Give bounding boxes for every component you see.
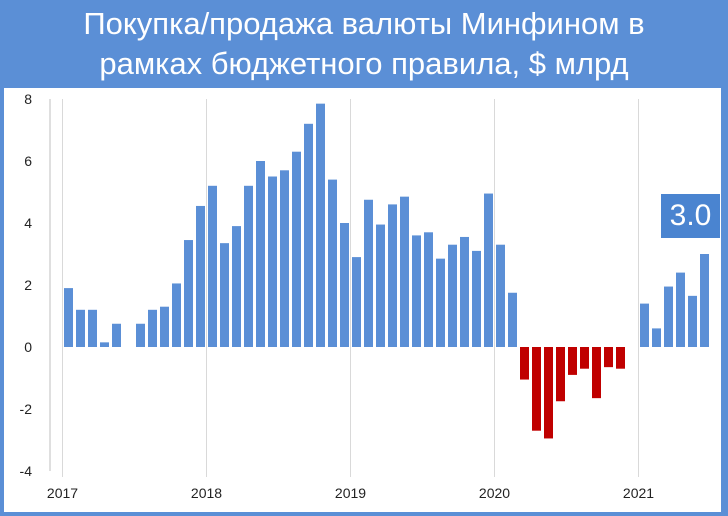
bar-2021-02 xyxy=(652,328,661,347)
x-tick-label: 2019 xyxy=(335,485,366,501)
bar-2017-04 xyxy=(100,342,109,347)
y-tick-label: 4 xyxy=(24,215,32,231)
bar-2021-06 xyxy=(700,254,709,347)
bar-2019-01 xyxy=(352,257,361,347)
bar-2018-05 xyxy=(256,161,265,347)
bar-2020-08 xyxy=(580,347,589,369)
y-tick-label: 2 xyxy=(24,277,32,293)
bar-2017-12 xyxy=(196,205,205,347)
bar-2019-05 xyxy=(400,196,409,347)
bar-2017-10 xyxy=(172,283,181,347)
bar-2018-06 xyxy=(268,176,277,347)
bar-2020-01 xyxy=(496,244,505,347)
bar-2017-05 xyxy=(112,323,121,347)
bar-2020-04 xyxy=(532,347,541,431)
last-value-badge: 3.0 xyxy=(661,194,720,238)
bar-2017-07 xyxy=(136,323,145,347)
bar-2017-01 xyxy=(64,288,73,347)
bar-2017-02 xyxy=(76,309,85,347)
bar-2019-09 xyxy=(448,244,457,347)
bar-2021-04 xyxy=(676,272,685,347)
bar-2021-05 xyxy=(688,295,697,347)
plot-panel xyxy=(4,88,721,512)
bar-2019-11 xyxy=(472,250,481,347)
bar-2020-06 xyxy=(556,347,565,402)
chart-title-line-2: рамках бюджетного правила, $ млрд xyxy=(99,46,629,81)
y-tick-label: -4 xyxy=(20,463,33,479)
bar-2018-04 xyxy=(244,185,253,347)
bar-2018-03 xyxy=(232,226,241,347)
y-tick-label: 6 xyxy=(24,153,32,169)
bar-2020-07 xyxy=(568,347,577,375)
bar-2017-08 xyxy=(148,309,157,347)
bar-2020-03 xyxy=(520,347,529,380)
y-tick-label: 8 xyxy=(24,91,32,107)
bar-2020-10 xyxy=(604,347,613,368)
bar-2017-03 xyxy=(88,309,97,347)
bar-2020-02 xyxy=(508,292,517,347)
bar-2017-11 xyxy=(184,240,193,347)
bar-2018-09 xyxy=(304,123,313,347)
bar-2020-11 xyxy=(616,347,625,369)
x-tick-label: 2021 xyxy=(623,485,654,501)
bar-2018-08 xyxy=(292,151,301,347)
bar-2019-04 xyxy=(388,204,397,347)
bar-2018-07 xyxy=(280,170,289,347)
bar-2018-11 xyxy=(328,179,337,347)
chart-title: Покупка/продажа валюты Минфином в рамках… xyxy=(0,0,728,88)
bar-2018-02 xyxy=(220,243,229,347)
bar-2018-01 xyxy=(208,185,217,347)
chart-title-line-1: Покупка/продажа валюты Минфином в xyxy=(83,6,645,41)
x-tick-label: 2017 xyxy=(47,485,78,501)
bar-2019-10 xyxy=(460,236,469,347)
bar-2019-02 xyxy=(364,199,373,347)
bar-2020-05 xyxy=(544,347,553,439)
bar-2020-09 xyxy=(592,347,601,399)
x-tick-label: 2020 xyxy=(479,485,510,501)
bar-2019-08 xyxy=(436,258,445,347)
bar-2018-12 xyxy=(340,223,349,347)
bar-2019-07 xyxy=(424,232,433,347)
bar-2017-09 xyxy=(160,306,169,347)
bar-2021-01 xyxy=(640,303,649,347)
bar-2019-03 xyxy=(376,224,385,347)
x-tick-label: 2018 xyxy=(191,485,222,501)
bar-2021-03 xyxy=(664,286,673,347)
bar-2018-10 xyxy=(316,103,325,348)
y-tick-label: -2 xyxy=(20,401,33,417)
y-tick-label: 0 xyxy=(24,339,32,355)
bar-2019-06 xyxy=(412,235,421,347)
bar-2019-12 xyxy=(484,193,493,347)
